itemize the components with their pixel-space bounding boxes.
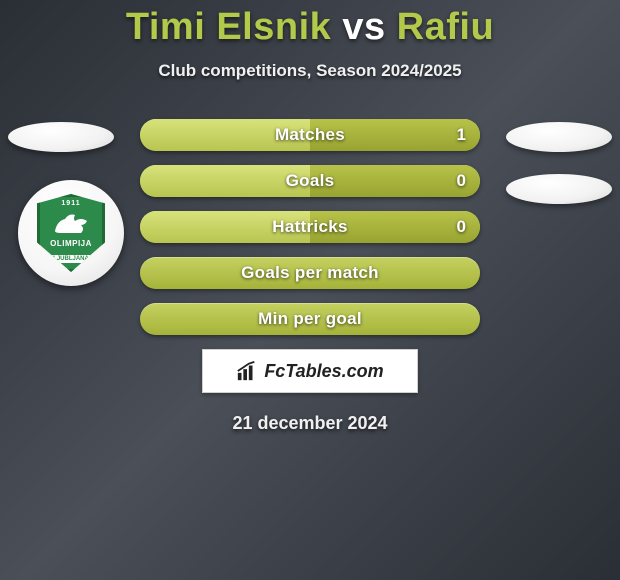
page-title: Timi Elsnik vs Rafiu [0,0,620,49]
club-year: 1911 [61,200,80,207]
photo-placeholder-right-2 [506,174,612,204]
stat-label: Goals [286,171,335,191]
stat-bar-goals-per-match: Goals per match [140,257,480,289]
club-shield-icon: 1911 OLIMPIJA LJUBLJANA [37,194,105,272]
root: Timi Elsnik vs Rafiu Club competitions, … [0,0,620,580]
brand-box: FcTables.com [202,349,418,393]
subtitle: Club competitions, Season 2024/2025 [0,61,620,81]
stat-bar-hattricks: Hattricks 0 [140,211,480,243]
stat-value: 0 [457,171,466,191]
stat-value: 1 [457,125,466,145]
photo-placeholder-left [8,122,114,152]
stat-label: Goals per match [241,263,379,283]
stat-label: Matches [275,125,345,145]
title-player2: Rafiu [397,6,495,48]
stat-bar-matches: Matches 1 [140,119,480,151]
brand-text: FcTables.com [264,361,383,382]
club-name: OLIMPIJA [50,239,92,248]
footer-date: 21 december 2024 [0,413,620,434]
club-badge: 1911 OLIMPIJA LJUBLJANA [18,180,124,286]
stat-label: Min per goal [258,309,362,329]
club-city: LJUBLJANA [49,255,93,263]
photo-placeholder-right-1 [506,122,612,152]
stat-bar-min-per-goal: Min per goal [140,303,480,335]
stat-label: Hattricks [272,217,347,237]
dragon-icon [51,211,91,237]
title-vs: vs [342,6,385,48]
bar-chart-icon [236,360,258,382]
stat-value: 0 [457,217,466,237]
title-player1: Timi Elsnik [126,6,331,48]
stat-bar-goals: Goals 0 [140,165,480,197]
